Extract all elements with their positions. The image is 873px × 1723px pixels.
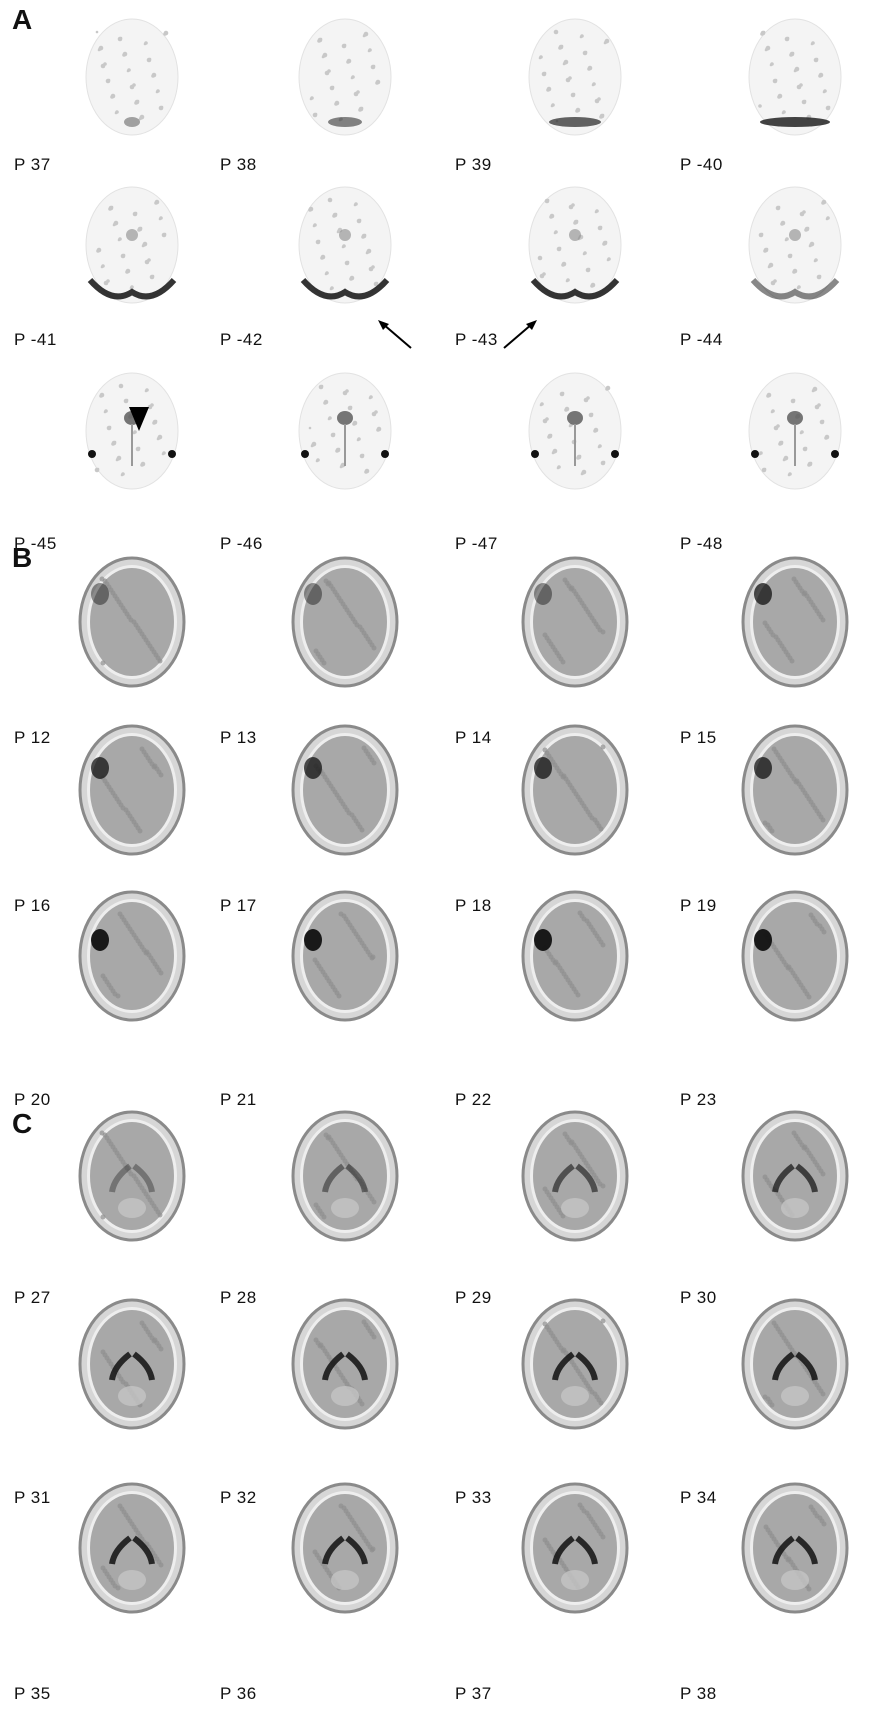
brain-scan-image: [528, 372, 622, 490]
slice-label: P 35: [14, 1684, 51, 1703]
brain-scan-image: [78, 1110, 186, 1242]
panel-label-a: A: [12, 4, 33, 35]
panel-label-b: B: [12, 542, 33, 573]
slice-label: P 18: [455, 896, 492, 915]
slice-label: P 34: [680, 1488, 717, 1507]
slice-label: P 31: [14, 1488, 51, 1507]
brain-scan-image: [298, 372, 392, 490]
slice-label: P 28: [220, 1288, 257, 1307]
slice-label: P 22: [455, 1090, 492, 1109]
brain-scan-image: [78, 1298, 186, 1430]
brain-scan-image: [291, 890, 399, 1022]
brain-scan-image: [741, 890, 849, 1022]
brain-scan-image: [291, 556, 399, 688]
brain-scan-image: [521, 1482, 629, 1614]
brain-scan-image: [85, 372, 179, 490]
brain-scan-image: [528, 18, 622, 136]
slice-label: P 17: [220, 896, 257, 915]
slice-label: P 13: [220, 728, 257, 747]
brain-scan-image: [291, 1110, 399, 1242]
brain-scan-image: [521, 1110, 629, 1242]
slice-label: P 37: [14, 155, 51, 174]
slice-label: P 36: [220, 1684, 257, 1703]
slice-label: P -41: [14, 330, 57, 349]
brain-scan-image: [741, 556, 849, 688]
brain-scan-image: [741, 1482, 849, 1614]
arrow-annotation-left: [503, 320, 537, 349]
brain-scan-image: [291, 724, 399, 856]
slice-label: P 27: [14, 1288, 51, 1307]
slice-label: P 12: [14, 728, 51, 747]
slice-label: P 14: [455, 728, 492, 747]
slice-label: P 21: [220, 1090, 257, 1109]
brain-scan-image: [291, 1482, 399, 1614]
brain-scan-image: [85, 18, 179, 136]
brain-scan-image: [78, 890, 186, 1022]
arrowhead-annotation: [129, 407, 149, 431]
slice-label: P 30: [680, 1288, 717, 1307]
slice-label: P 32: [220, 1488, 257, 1507]
slice-label: P 37: [455, 1684, 492, 1703]
slice-label: P 29: [455, 1288, 492, 1307]
slice-label: P 19: [680, 896, 717, 915]
slice-label: P 38: [220, 155, 257, 174]
brain-scan-image: [521, 1298, 629, 1430]
panel-label-c: C: [12, 1108, 33, 1139]
slice-label: P 16: [14, 896, 51, 915]
brain-scan-image: [528, 186, 622, 304]
slice-label: P 23: [680, 1090, 717, 1109]
brain-scan-image: [521, 890, 629, 1022]
slice-label: P -43: [455, 330, 498, 349]
brain-scan-image: [78, 556, 186, 688]
slice-label: P -47: [455, 534, 498, 553]
brain-scan-image: [298, 186, 392, 304]
brain-scan-image: [78, 1482, 186, 1614]
slice-label: P 39: [455, 155, 492, 174]
brain-scan-image: [741, 724, 849, 856]
brain-scan-image: [78, 724, 186, 856]
brain-scan-image: [741, 1110, 849, 1242]
slice-label: P -48: [680, 534, 723, 553]
slice-label: P -46: [220, 534, 263, 553]
arrow-annotation-right: [378, 320, 412, 349]
slice-label: P -40: [680, 155, 723, 174]
brain-scan-image: [291, 1298, 399, 1430]
slice-label: P 33: [455, 1488, 492, 1507]
brain-scan-image: [85, 186, 179, 304]
slice-label: P -42: [220, 330, 263, 349]
brain-scan-image: [748, 18, 842, 136]
brain-scan-image: [741, 1298, 849, 1430]
slice-label: P 15: [680, 728, 717, 747]
slice-label: P 38: [680, 1684, 717, 1703]
brain-scan-image: [748, 372, 842, 490]
brain-scan-image: [521, 556, 629, 688]
slice-label: P 20: [14, 1090, 51, 1109]
slice-label: P -45: [14, 534, 57, 553]
brain-scan-image: [521, 724, 629, 856]
brain-scan-image: [748, 186, 842, 304]
slice-label: P -44: [680, 330, 723, 349]
brain-scan-image: [298, 18, 392, 136]
